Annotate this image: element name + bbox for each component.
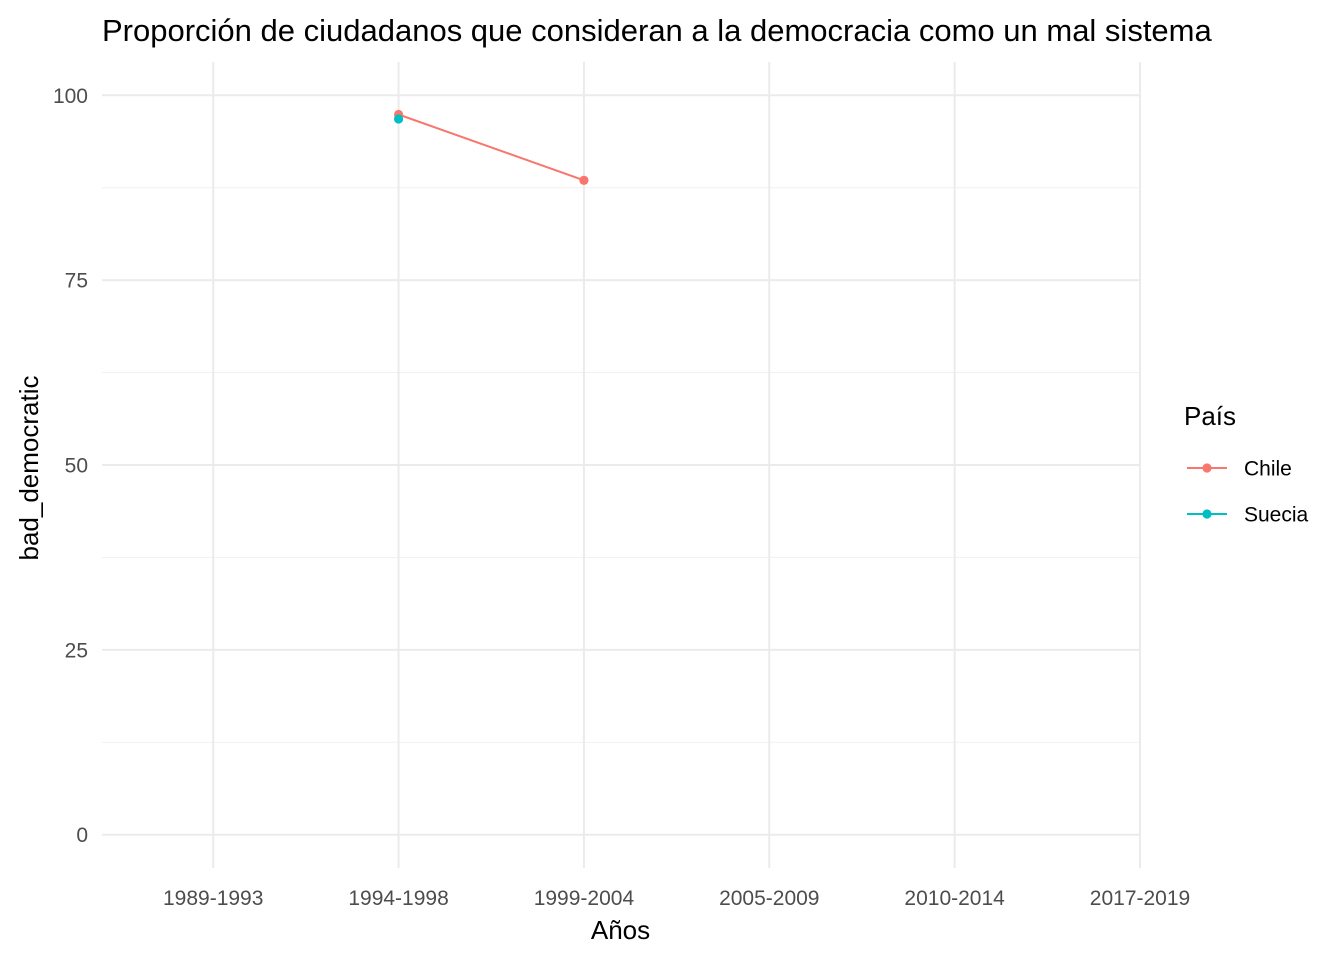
y-axis-ticks: 0 25 50 75 100 (53, 85, 88, 847)
legend-item-chile: Chile (1187, 458, 1292, 481)
x-tick-label: 1999-2004 (534, 887, 635, 910)
y-tick-label: 100 (53, 85, 88, 108)
x-tick-label: 2005-2009 (719, 887, 819, 910)
y-tick-label: 75 (65, 270, 88, 293)
legend-items: Chile Suecia (1187, 458, 1309, 527)
y-tick-label: 25 (65, 639, 88, 662)
legend-label-chile: Chile (1244, 458, 1292, 481)
legend: País Chile Suecia (1184, 401, 1309, 527)
legend-key-point (1202, 463, 1212, 473)
y-tick-label: 50 (65, 455, 88, 478)
data-point-chile (579, 175, 589, 185)
legend-label-suecia: Suecia (1244, 504, 1309, 527)
x-axis-ticks: 1989-1993 1994-1998 1999-2004 2005-2009 2010… (163, 887, 1190, 910)
x-tick-label: 2017-2019 (1090, 887, 1190, 910)
y-tick-label: 0 (76, 824, 88, 847)
data-point-suecia (393, 114, 404, 124)
x-tick-label: 2010-2014 (904, 887, 1005, 910)
x-axis-title: Años (591, 915, 650, 945)
grid (102, 62, 1141, 868)
legend-item-suecia: Suecia (1187, 504, 1309, 527)
y-axis-title: bad_democratic (14, 376, 44, 561)
chart-title: Proporción de ciudadanos que consideran … (102, 13, 1212, 48)
legend-title: País (1184, 401, 1236, 431)
x-tick-label: 1989-1993 (163, 887, 263, 910)
series-layer (393, 109, 589, 185)
x-tick-label: 1994-1998 (348, 887, 448, 910)
legend-key-point (1202, 509, 1212, 519)
series-line-chile (398, 113, 585, 182)
